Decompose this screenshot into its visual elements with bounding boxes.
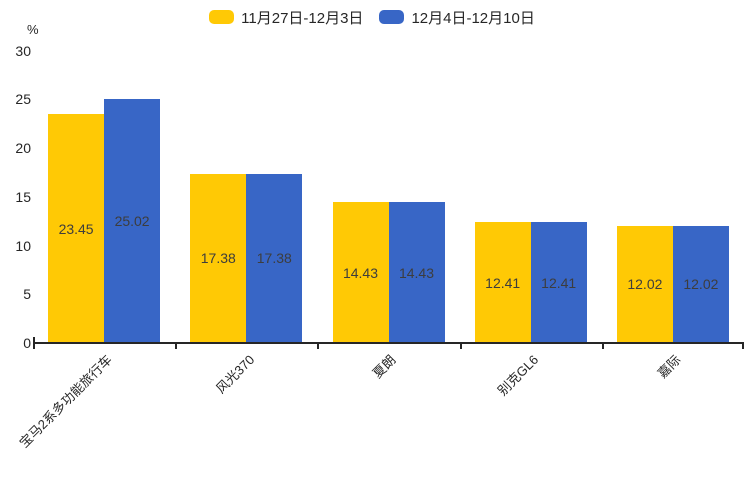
y-tick-label: 30 bbox=[15, 42, 31, 59]
x-axis-end-tick bbox=[33, 337, 35, 343]
bar-value-label: 12.41 bbox=[541, 274, 577, 291]
legend-swatch-icon bbox=[379, 10, 405, 24]
y-tick-label: 5 bbox=[23, 286, 31, 303]
legend-item-series-1[interactable]: 11月27日-12月3日 bbox=[209, 7, 363, 28]
legend: 11月27日-12月3日 12月4日-12月10日 bbox=[0, 7, 744, 28]
bar-s2-c1[interactable]: 25.02 bbox=[104, 99, 161, 343]
x-axis-tick bbox=[601, 343, 604, 349]
x-axis-tick bbox=[459, 343, 462, 349]
x-axis-tick bbox=[317, 343, 320, 349]
bar-value-label: 14.43 bbox=[342, 264, 379, 281]
bar-s1-c2[interactable]: 17.38 bbox=[190, 173, 247, 343]
legend-item-series-2[interactable]: 12月4日-12月10日 bbox=[379, 7, 535, 28]
y-tick-label: 10 bbox=[15, 237, 31, 254]
bar-s2-c5[interactable]: 12.02 bbox=[672, 225, 729, 343]
bar-s1-c1[interactable]: 23.45 bbox=[48, 114, 105, 343]
x-category-label: 宝马2系多功能旅行车 bbox=[16, 352, 115, 451]
bar-value-label: 14.43 bbox=[398, 264, 435, 281]
x-category-label: 夏朗 bbox=[370, 352, 400, 382]
bar-value-label: 17.38 bbox=[256, 250, 292, 267]
bar-value-label: 23.45 bbox=[58, 220, 94, 237]
bar-value-label: 25.02 bbox=[114, 213, 150, 230]
x-axis-tick bbox=[741, 343, 744, 349]
legend-item-label: 12月4日-12月10日 bbox=[411, 9, 535, 27]
bar-s1-c5[interactable]: 12.02 bbox=[616, 225, 673, 343]
x-category-label: 风光370 bbox=[212, 352, 257, 397]
x-category-label: 嘉际 bbox=[654, 352, 684, 382]
bar-value-label: 12.02 bbox=[627, 276, 663, 293]
y-tick-label: 25 bbox=[15, 91, 31, 108]
x-axis-line bbox=[33, 341, 744, 344]
legend-swatch-icon bbox=[209, 10, 235, 24]
bar-s1-c4[interactable]: 12.41 bbox=[474, 222, 531, 343]
bar-s2-c4[interactable]: 12.41 bbox=[530, 222, 587, 343]
bar-s1-c3[interactable]: 14.43 bbox=[332, 202, 389, 343]
x-category-label: 别克GL6 bbox=[494, 352, 542, 399]
x-axis-tick bbox=[33, 343, 35, 349]
y-tick-label: 15 bbox=[15, 188, 31, 205]
bar-value-label: 17.38 bbox=[200, 250, 236, 267]
legend-item-label: 11月27日-12月3日 bbox=[241, 9, 364, 27]
bar-value-label: 12.41 bbox=[485, 274, 521, 291]
bar-value-label: 12.02 bbox=[683, 276, 719, 293]
y-tick-label: 20 bbox=[15, 140, 31, 156]
y-axis-unit-label: % bbox=[27, 22, 39, 37]
y-tick-label: 0 bbox=[23, 335, 31, 351]
bar-s2-c2[interactable]: 17.38 bbox=[246, 173, 303, 343]
x-axis-tick bbox=[175, 343, 178, 349]
bar-s2-c3[interactable]: 14.43 bbox=[388, 202, 445, 343]
